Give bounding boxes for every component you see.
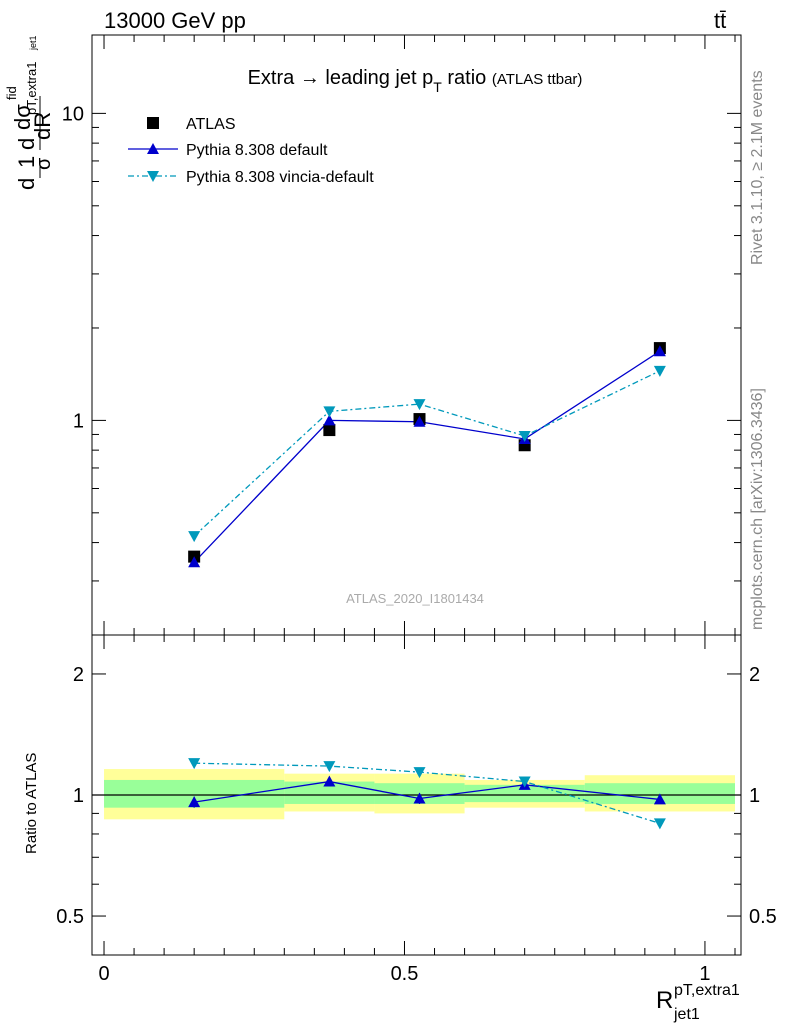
ratio-point xyxy=(413,792,426,804)
ylabel-sub2: jet1 xyxy=(28,35,38,51)
main-panel: 1 10 Extra → leading jet pT ratio (ATLAS … xyxy=(4,34,742,636)
y-tick-label: 0.5 xyxy=(56,906,84,928)
chart-title: Extra → leading jet pT ratio (ATLAS ttba… xyxy=(248,67,583,95)
title-end: ratio xyxy=(447,67,486,89)
title-sub: T xyxy=(433,79,442,95)
legend: ATLAS Pythia 8.308 default Pythia 8.308 … xyxy=(128,116,374,186)
series-line xyxy=(193,350,661,563)
data-point xyxy=(323,414,336,426)
ratio-point xyxy=(653,818,666,830)
y-tick-label-right: 2 xyxy=(749,664,760,686)
data-point xyxy=(323,406,336,418)
legend-default-marker xyxy=(147,143,159,154)
ratio-y-label: Ratio to ATLAS xyxy=(23,753,40,854)
ratio-point xyxy=(653,793,666,805)
ylabel-d2: d xyxy=(14,138,39,150)
svg-text:pT,extra1: pT,extra1 xyxy=(24,62,39,115)
y-tick-label: 1 xyxy=(73,785,84,807)
data-point xyxy=(413,415,426,427)
xlabel-main: R xyxy=(656,987,673,1014)
svg-text:d: d xyxy=(14,178,39,190)
ratio-point xyxy=(323,775,336,787)
svg-text:fid: fid xyxy=(4,86,19,100)
ylabel-d: d xyxy=(14,178,39,190)
ratio-point xyxy=(323,761,336,773)
x-axis-label: R pT,extra1 jet1 xyxy=(656,982,740,1023)
legend-default-label: Pythia 8.308 default xyxy=(186,142,328,159)
data-point xyxy=(188,556,201,568)
energy-label: 13000 GeV pp xyxy=(104,8,246,33)
y-tick-label: 1 xyxy=(73,410,84,432)
xlabel-sup: pT,extra1 xyxy=(674,982,740,999)
process-label: tt̄ xyxy=(714,8,726,33)
x-tick-label: 0.5 xyxy=(391,963,419,985)
legend-vincia-marker xyxy=(147,171,159,182)
data-point xyxy=(413,399,426,411)
title-main: Extra xyxy=(248,67,296,89)
ratio-point xyxy=(518,776,531,788)
xlabel-sub: jet1 xyxy=(673,1006,700,1023)
ratio-point xyxy=(188,796,201,808)
ylabel-sup: fid xyxy=(4,86,19,100)
ratio-panel: 0 0.5 1 0.5 0.5 1 1 2 2 Ratio to ATLAS R pT,extr… xyxy=(23,634,777,1023)
y-tick-label: 2 xyxy=(73,664,84,686)
ylabel-sub: pT,extra1 xyxy=(24,62,39,115)
y-tick-label-right: 1 xyxy=(749,785,760,807)
data-point xyxy=(518,430,531,442)
svg-text:1: 1 xyxy=(14,156,39,168)
x-tick-label: 0 xyxy=(98,963,109,985)
svg-text:dσ: dσ xyxy=(10,104,35,130)
legend-atlas-label: ATLAS xyxy=(186,116,236,133)
x-tick-label: 1 xyxy=(699,963,710,985)
rivet-label: Rivet 3.1.10, ≥ 2.1M events xyxy=(749,70,766,265)
y-tick-label: 10 xyxy=(62,103,84,125)
data-point xyxy=(653,365,666,377)
y-axis-label: d 1 σ d dσ fid pT,extra1 jet1 xyxy=(4,35,55,190)
ylabel-prefix-num: 1 xyxy=(14,156,39,168)
title-arrow: → xyxy=(300,67,320,89)
title-rest: leading jet p xyxy=(325,67,433,89)
source-url: mcplots.cern.ch [arXiv:1306.3436] xyxy=(749,388,766,630)
svg-text:dR: dR xyxy=(30,112,55,140)
data-point xyxy=(188,531,201,543)
ratio-point xyxy=(413,767,426,779)
series-line xyxy=(193,370,661,537)
ylabel-denominator: dR xyxy=(30,112,55,140)
legend-atlas-marker xyxy=(147,117,159,129)
main-ticks: 1 10 xyxy=(62,35,741,636)
uncertainty-band-inner xyxy=(284,781,375,804)
ylabel-numerator: dσ xyxy=(10,104,35,130)
y-tick-label-right: 0.5 xyxy=(749,906,777,928)
ylabel-prefix-den: σ xyxy=(33,157,55,170)
ratio-point xyxy=(188,758,201,770)
analysis-watermark: ATLAS_2020_I1801434 xyxy=(346,591,484,606)
svg-text:jet1: jet1 xyxy=(28,35,38,51)
title-note: (ATLAS ttbar) xyxy=(492,71,583,88)
svg-text:σ: σ xyxy=(33,157,55,170)
data-point xyxy=(323,424,336,437)
legend-vincia-label: Pythia 8.308 vincia-default xyxy=(186,169,374,186)
data-point xyxy=(653,345,666,357)
svg-text:d: d xyxy=(14,138,39,150)
